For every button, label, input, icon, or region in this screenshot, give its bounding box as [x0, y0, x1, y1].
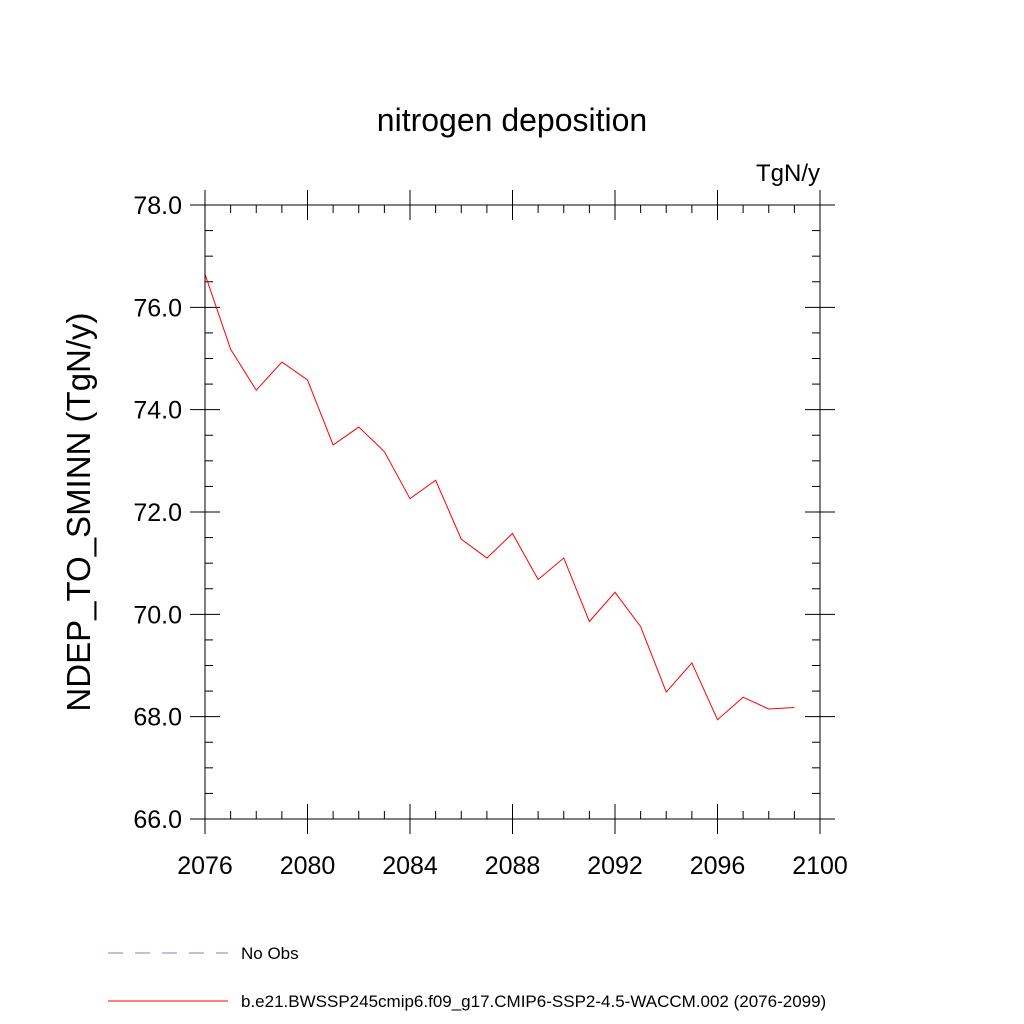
series-line: [204, 273, 795, 721]
x-tick-label: 2096: [690, 852, 746, 880]
x-tick-label: 2084: [382, 852, 438, 880]
legend: No Obs b.e21.BWSSP245cmip6.f09_g17.CMIP6…: [108, 944, 826, 1011]
legend-no-obs-label: No Obs: [241, 944, 299, 963]
y-tick-label: 72.0: [133, 499, 182, 527]
y-tick-labels: 66.0 68.0 70.0 72.0 74.0 76.0 78.0: [133, 192, 182, 834]
units-label: TgN/y: [756, 160, 820, 187]
major-ticks: [190, 190, 835, 834]
y-tick-label: 66.0: [133, 806, 182, 834]
y-tick-label: 78.0: [133, 192, 182, 220]
y-tick-label: 70.0: [133, 601, 182, 629]
y-tick-label: 76.0: [133, 294, 182, 322]
y-tick-label: 74.0: [133, 397, 182, 425]
x-tick-label: 2088: [485, 852, 541, 880]
x-tick-labels: 2076 2080 2084 2088 2092 2096 2100: [177, 852, 848, 880]
x-tick-label: 2092: [587, 852, 643, 880]
y-axis-label: NDEP_TO_SMINN (TgN/y): [60, 312, 97, 711]
series-layer: [204, 273, 795, 721]
plot-frame: [204, 204, 821, 820]
minor-ticks: [205, 205, 820, 819]
y-tick-label: 68.0: [133, 704, 182, 732]
x-tick-label: 2100: [792, 852, 848, 880]
x-tick-label: 2076: [177, 852, 233, 880]
x-tick-label: 2080: [280, 852, 336, 880]
chart-title: nitrogen deposition: [377, 102, 647, 138]
legend-model-label: b.e21.BWSSP245cmip6.f09_g17.CMIP6-SSP2-4…: [241, 992, 826, 1011]
